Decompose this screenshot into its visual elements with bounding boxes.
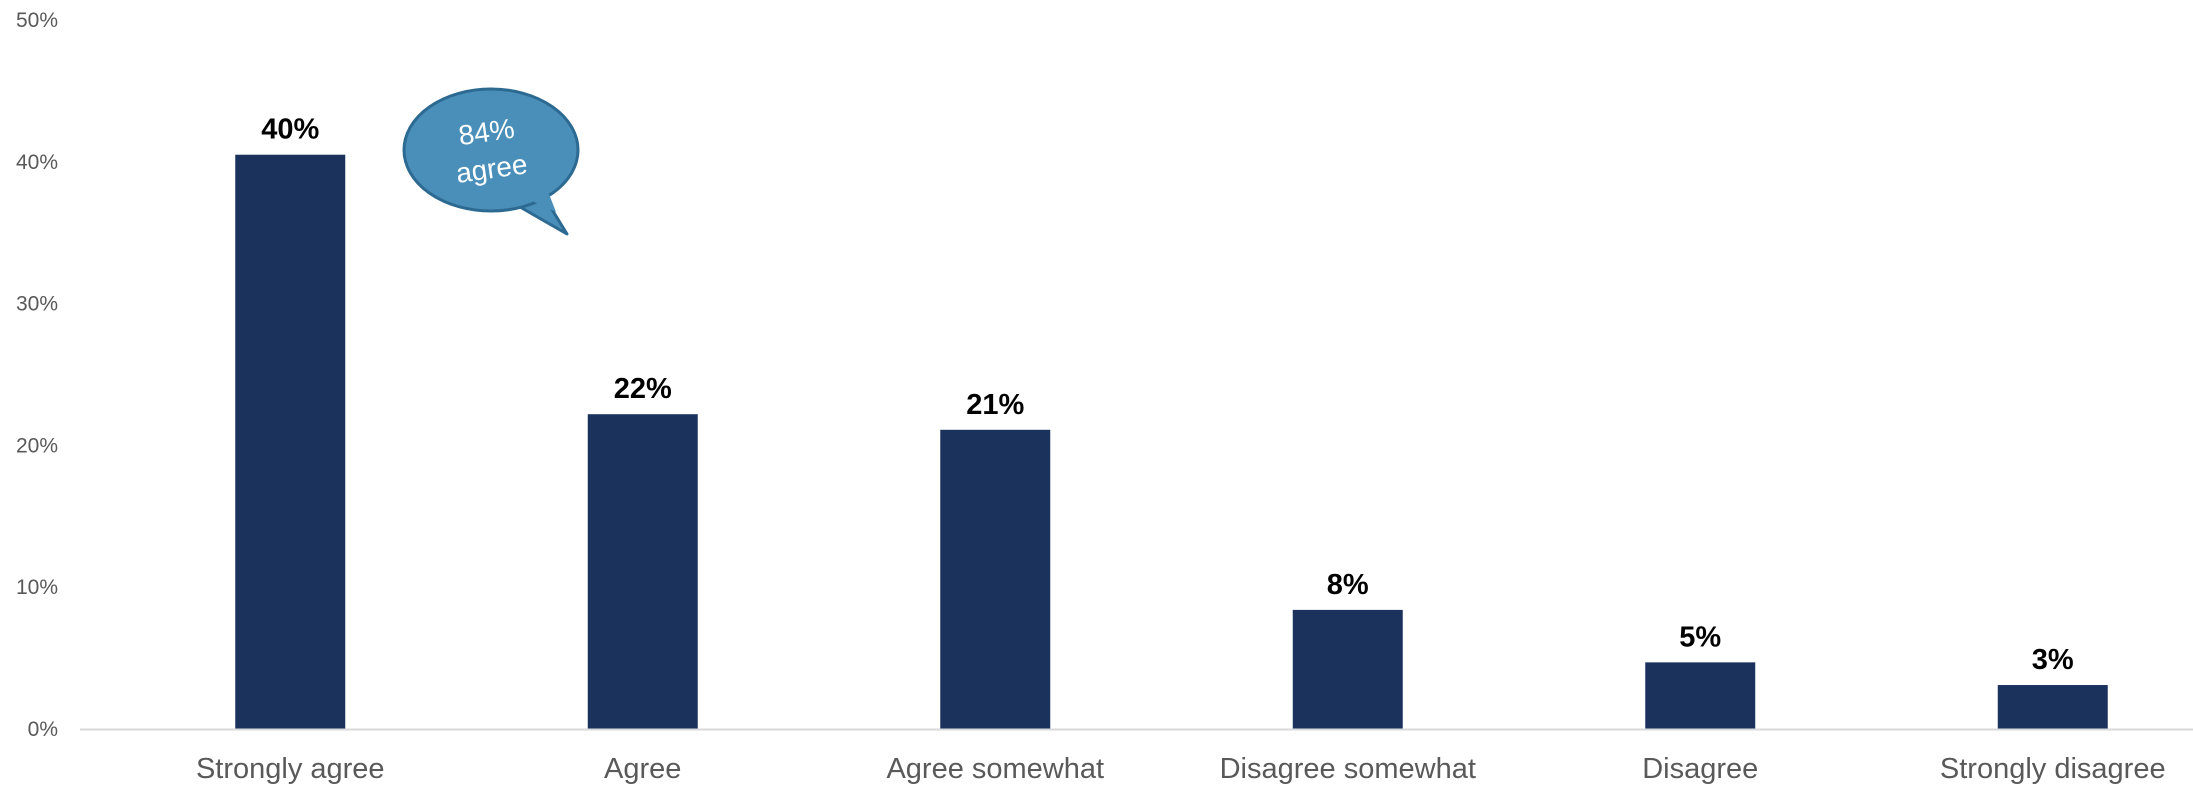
x-tick-label: Agree bbox=[604, 753, 681, 785]
data-label: 22% bbox=[614, 373, 672, 405]
x-tick-label: Disagree bbox=[1642, 753, 1758, 785]
data-label: 40% bbox=[261, 114, 319, 146]
bar bbox=[1645, 662, 1756, 729]
callout-body bbox=[402, 87, 580, 213]
bar bbox=[1997, 685, 2108, 729]
callout-text-line: 84% bbox=[457, 113, 517, 151]
data-label: 5% bbox=[1679, 621, 1721, 653]
data-label: 8% bbox=[1327, 569, 1369, 601]
bars-group: 40% 22% 21% 8% 5% 3% bbox=[235, 114, 2108, 729]
x-tick-label: Agree somewhat bbox=[886, 753, 1104, 785]
bar bbox=[1292, 609, 1403, 729]
bar bbox=[940, 429, 1051, 729]
x-axis: Strongly agree Agree Agree somewhat Disagre… bbox=[80, 728, 2193, 785]
x-tick-label: Strongly disagree bbox=[1940, 753, 2166, 785]
y-tick-label: 30% bbox=[16, 293, 58, 316]
x-tick-label: Strongly agree bbox=[196, 753, 385, 785]
bar bbox=[587, 414, 698, 729]
data-label: 3% bbox=[2032, 644, 2074, 676]
y-tick-label: 50% bbox=[16, 9, 58, 32]
y-tick-label: 40% bbox=[16, 151, 58, 174]
x-tick-label: Disagree somewhat bbox=[1220, 753, 1476, 785]
y-axis: 0% 10% 20% 30% 40% 50% bbox=[16, 9, 58, 741]
bar bbox=[235, 154, 346, 729]
callout-bubble: 84%agree bbox=[402, 87, 580, 236]
y-tick-label: 10% bbox=[16, 576, 58, 599]
callout-seam bbox=[530, 194, 556, 212]
y-tick-label: 20% bbox=[16, 434, 58, 457]
y-tick-label: 0% bbox=[28, 718, 58, 741]
callout-text-group: 84%agree bbox=[454, 113, 529, 189]
data-label: 21% bbox=[966, 389, 1024, 421]
